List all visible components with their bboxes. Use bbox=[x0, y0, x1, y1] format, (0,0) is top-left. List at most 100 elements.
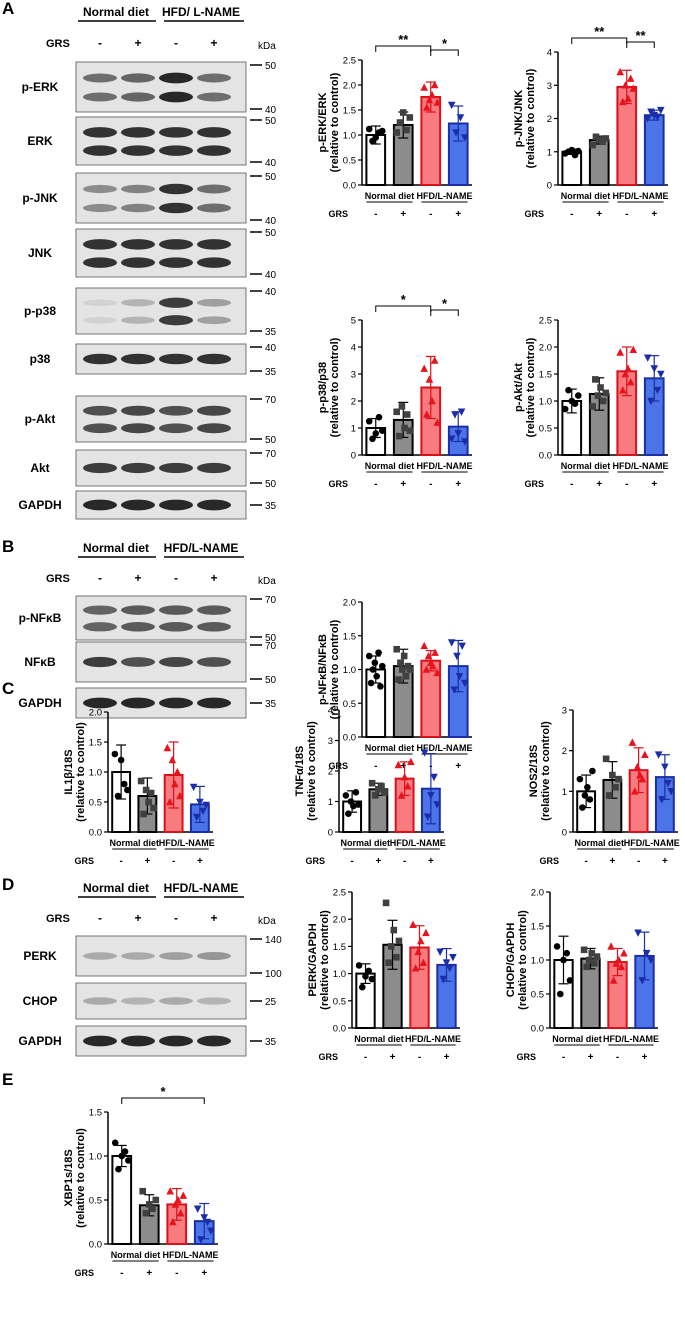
blot-band bbox=[159, 202, 193, 214]
data-point bbox=[350, 802, 357, 810]
data-point bbox=[406, 114, 414, 121]
blot-band bbox=[83, 92, 117, 102]
blot-label: NFκB bbox=[24, 655, 56, 669]
data-point bbox=[425, 375, 434, 383]
marker-label: 50 bbox=[265, 633, 277, 644]
grs-sign: + bbox=[455, 761, 461, 772]
data-point bbox=[404, 662, 412, 670]
y-tick-label: 1.0 bbox=[333, 969, 346, 980]
data-point bbox=[355, 962, 363, 969]
data-point bbox=[633, 762, 642, 771]
y-tick-label: 2.0 bbox=[531, 888, 544, 899]
data-point bbox=[124, 786, 131, 794]
blot-membrane bbox=[75, 287, 247, 335]
kda-label: kDa bbox=[258, 41, 276, 52]
data-point bbox=[369, 666, 377, 673]
data-point bbox=[619, 97, 627, 106]
blot-band bbox=[83, 145, 117, 156]
marker-label: 25 bbox=[265, 997, 277, 1008]
data-point bbox=[612, 783, 619, 791]
y-axis-label: TNFα/18S bbox=[294, 746, 306, 797]
y-tick-label: 0.0 bbox=[89, 1240, 102, 1251]
y-tick-label: 1.0 bbox=[343, 131, 356, 142]
data-point bbox=[423, 410, 431, 418]
data-point bbox=[589, 767, 596, 775]
grs-label: GRS bbox=[516, 1052, 536, 1062]
data-point bbox=[433, 668, 442, 677]
data-point bbox=[616, 67, 625, 76]
data-point bbox=[179, 1191, 188, 1199]
significance-bracket bbox=[430, 49, 459, 56]
data-point bbox=[609, 976, 618, 984]
y-axis-label: (relative to control) bbox=[517, 910, 529, 1010]
blot-band bbox=[197, 316, 231, 325]
blot-label: CHOP bbox=[23, 994, 58, 1008]
data-point bbox=[453, 652, 461, 661]
y-tick-label: 1.0 bbox=[89, 1152, 102, 1163]
data-point bbox=[403, 126, 410, 134]
data-point bbox=[406, 666, 414, 673]
blot-band bbox=[197, 353, 231, 365]
data-point bbox=[574, 147, 582, 155]
data-point bbox=[124, 1157, 132, 1164]
data-point bbox=[634, 929, 642, 937]
grs-sign: - bbox=[562, 1052, 565, 1063]
y-tick-label: 1.5 bbox=[343, 631, 356, 642]
y-tick-label: 3 bbox=[562, 706, 567, 717]
blot-band bbox=[197, 1035, 231, 1047]
data-point bbox=[416, 936, 425, 945]
data-point bbox=[390, 926, 398, 934]
blot-band bbox=[159, 997, 193, 1005]
group-label: HFD/L-NAME bbox=[603, 1034, 659, 1044]
blot-label: PERK bbox=[23, 949, 57, 963]
y-tick-label: 1.0 bbox=[89, 768, 102, 779]
y-tick-label: 2.0 bbox=[343, 598, 356, 609]
y-tick-label: 1.5 bbox=[539, 370, 552, 381]
grs-sign: - bbox=[403, 856, 406, 867]
data-point bbox=[647, 956, 655, 965]
significance-bracket bbox=[121, 1097, 205, 1104]
marker-label: 50 bbox=[265, 479, 277, 490]
y-tick-label: 2.5 bbox=[333, 888, 346, 899]
y-axis-label: p-JNK/JNK bbox=[513, 90, 525, 148]
data-point bbox=[588, 949, 596, 957]
data-point bbox=[387, 943, 395, 950]
group-label: Normal diet bbox=[365, 191, 415, 201]
grs-sign: + bbox=[400, 479, 406, 490]
bar bbox=[643, 114, 665, 186]
y-tick-label: 0.5 bbox=[539, 424, 552, 435]
y-tick-label: 0.0 bbox=[343, 733, 356, 744]
y-tick-label: 0 bbox=[328, 828, 333, 839]
data-point bbox=[189, 783, 198, 792]
data-point bbox=[429, 662, 437, 670]
data-point bbox=[565, 386, 572, 394]
y-axis-label: (relative to control) bbox=[306, 721, 318, 821]
data-point bbox=[447, 435, 456, 443]
data-point bbox=[619, 386, 627, 394]
blot-band bbox=[83, 203, 117, 213]
y-tick-label: 1 bbox=[562, 787, 567, 798]
marker-label: 70 bbox=[265, 395, 277, 406]
blot-band bbox=[121, 184, 155, 194]
blot-band bbox=[197, 92, 231, 102]
data-point bbox=[624, 364, 632, 372]
data-point bbox=[631, 787, 639, 795]
data-point bbox=[402, 672, 410, 680]
y-axis-label: (relative to control) bbox=[525, 337, 537, 437]
data-point bbox=[121, 1148, 129, 1155]
blot-membrane bbox=[75, 61, 247, 113]
data-point bbox=[150, 804, 157, 812]
data-point bbox=[399, 109, 407, 116]
grs-label: GRS bbox=[318, 1052, 338, 1062]
grs-sign: - bbox=[174, 911, 178, 925]
blot-band bbox=[121, 299, 155, 307]
data-point bbox=[171, 779, 179, 788]
significance-label: * bbox=[442, 296, 448, 311]
data-point bbox=[174, 1195, 182, 1204]
data-point bbox=[137, 777, 145, 785]
grs-sign: - bbox=[364, 1052, 367, 1063]
group-label: Normal diet bbox=[561, 191, 611, 201]
diet-label: HFD/L-NAME bbox=[164, 881, 239, 895]
significance-bracket bbox=[430, 309, 459, 316]
